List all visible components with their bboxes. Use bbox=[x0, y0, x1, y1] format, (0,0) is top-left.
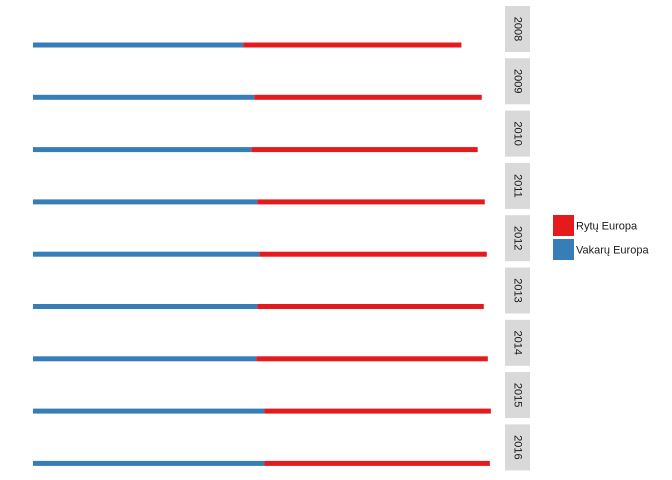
facet-label-2016: 2016 bbox=[512, 435, 524, 459]
facet-strip-2008 bbox=[505, 6, 530, 52]
facet-2015: 2015 bbox=[33, 372, 530, 419]
facet-panels: 2008 2009 2010 2011 2012 2013 2014 2015 2016 bbox=[33, 6, 530, 471]
bar-2015-rytu bbox=[264, 408, 491, 414]
facet-2013: 2013 bbox=[33, 267, 530, 314]
facet-label-2013: 2013 bbox=[512, 278, 524, 302]
facet-strip-2010 bbox=[505, 110, 530, 157]
legend-key-rytu bbox=[553, 215, 574, 236]
bar-2014-vakaru bbox=[33, 356, 257, 362]
bar-2008-vakaru bbox=[33, 42, 244, 48]
bar-2011-vakaru bbox=[33, 199, 258, 205]
facet-label-2012: 2012 bbox=[512, 226, 524, 250]
bar-2011-rytu bbox=[257, 199, 485, 205]
bar-2010-vakaru bbox=[33, 147, 252, 153]
facet-2016: 2016 bbox=[33, 424, 530, 471]
facet-2010: 2010 bbox=[33, 110, 530, 157]
facet-label-2014: 2014 bbox=[512, 331, 524, 355]
bar-2009-rytu bbox=[254, 94, 482, 100]
legend-key-vakaru bbox=[553, 239, 574, 260]
facet-2008: 2008 bbox=[33, 6, 530, 52]
bar-2012-vakaru bbox=[33, 251, 260, 257]
facet-strip-2011 bbox=[505, 162, 530, 209]
bar-2016-rytu bbox=[264, 460, 490, 466]
facet-label-2010: 2010 bbox=[512, 121, 524, 145]
facet-label-2008: 2008 bbox=[512, 17, 524, 41]
legend-label-vakaru: Vakarų Europa bbox=[576, 245, 649, 257]
facet-2014: 2014 bbox=[33, 319, 530, 366]
facet-label-2015: 2015 bbox=[512, 383, 524, 407]
bar-2015-vakaru bbox=[33, 408, 265, 414]
facet-strip-2016 bbox=[505, 424, 530, 471]
facet-strip-2013 bbox=[505, 267, 530, 314]
facet-strip-2015 bbox=[505, 372, 530, 419]
facet-strip-2012 bbox=[505, 215, 530, 262]
bar-2013-vakaru bbox=[33, 304, 258, 309]
facet-2011: 2011 bbox=[33, 162, 530, 209]
bar-2010-rytu bbox=[251, 147, 478, 153]
bar-2014-rytu bbox=[256, 356, 488, 362]
facet-label-2011: 2011 bbox=[512, 174, 524, 198]
facet-2009: 2009 bbox=[33, 58, 530, 105]
bar-2008-rytu bbox=[243, 42, 462, 48]
facet-strip-2009 bbox=[505, 58, 530, 105]
legend-label-rytu: Rytų Europa bbox=[576, 221, 638, 233]
facet-2012: 2012 bbox=[33, 215, 530, 262]
legend: Rytų Europa Vakarų Europa bbox=[553, 215, 649, 260]
bar-2009-vakaru bbox=[33, 94, 255, 100]
bar-2012-rytu bbox=[259, 251, 487, 257]
bar-2016-vakaru bbox=[33, 460, 265, 466]
facet-strip-2014 bbox=[505, 319, 530, 366]
bar-2013-rytu bbox=[257, 304, 484, 309]
facet-label-2009: 2009 bbox=[512, 69, 524, 93]
